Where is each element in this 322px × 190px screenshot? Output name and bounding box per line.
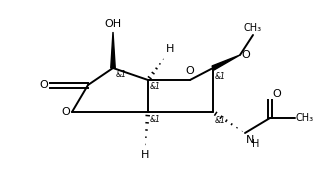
Text: &1: &1: [116, 70, 127, 79]
Text: &1: &1: [150, 115, 161, 124]
Polygon shape: [111, 32, 115, 68]
Text: &1: &1: [215, 72, 226, 81]
Polygon shape: [212, 55, 240, 70]
Text: O: O: [61, 107, 70, 117]
Text: O: O: [39, 80, 48, 90]
Text: H: H: [252, 139, 260, 149]
Text: &1: &1: [215, 116, 226, 125]
Text: CH₃: CH₃: [244, 23, 262, 33]
Text: O: O: [241, 50, 250, 60]
Text: CH₃: CH₃: [296, 113, 314, 123]
Text: H: H: [141, 150, 149, 160]
Text: H: H: [166, 44, 175, 54]
Text: methoxy: methoxy: [208, 27, 232, 32]
Text: OH: OH: [104, 19, 122, 29]
Text: O: O: [185, 66, 194, 76]
Text: O: O: [272, 89, 281, 99]
Text: &1: &1: [150, 82, 161, 91]
Text: N: N: [246, 135, 254, 145]
